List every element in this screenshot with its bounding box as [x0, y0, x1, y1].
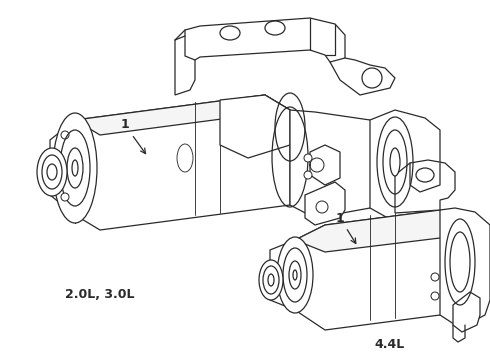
Ellipse shape [431, 292, 439, 300]
Polygon shape [270, 240, 295, 310]
Polygon shape [75, 95, 290, 230]
Polygon shape [440, 208, 490, 328]
Text: 1: 1 [121, 118, 146, 154]
Ellipse shape [61, 193, 69, 201]
Ellipse shape [304, 154, 312, 162]
Polygon shape [453, 292, 480, 332]
Ellipse shape [277, 237, 313, 313]
Text: 4.4L: 4.4L [375, 338, 405, 351]
Polygon shape [295, 210, 460, 330]
Polygon shape [50, 120, 75, 215]
Ellipse shape [259, 260, 283, 300]
Ellipse shape [390, 148, 400, 176]
Ellipse shape [293, 270, 297, 280]
Polygon shape [290, 110, 395, 218]
Polygon shape [175, 18, 345, 95]
Ellipse shape [304, 171, 312, 179]
Text: 1: 1 [336, 211, 356, 243]
Text: 2.0L, 3.0L: 2.0L, 3.0L [65, 288, 135, 302]
Polygon shape [75, 95, 290, 135]
Ellipse shape [53, 113, 97, 223]
Polygon shape [395, 160, 455, 213]
Polygon shape [305, 182, 345, 225]
Polygon shape [330, 58, 395, 95]
Ellipse shape [72, 160, 78, 176]
Polygon shape [370, 110, 440, 222]
Ellipse shape [47, 164, 57, 180]
Polygon shape [220, 95, 290, 158]
Ellipse shape [431, 273, 439, 281]
Polygon shape [295, 210, 460, 252]
Ellipse shape [37, 148, 67, 196]
Ellipse shape [268, 274, 274, 286]
